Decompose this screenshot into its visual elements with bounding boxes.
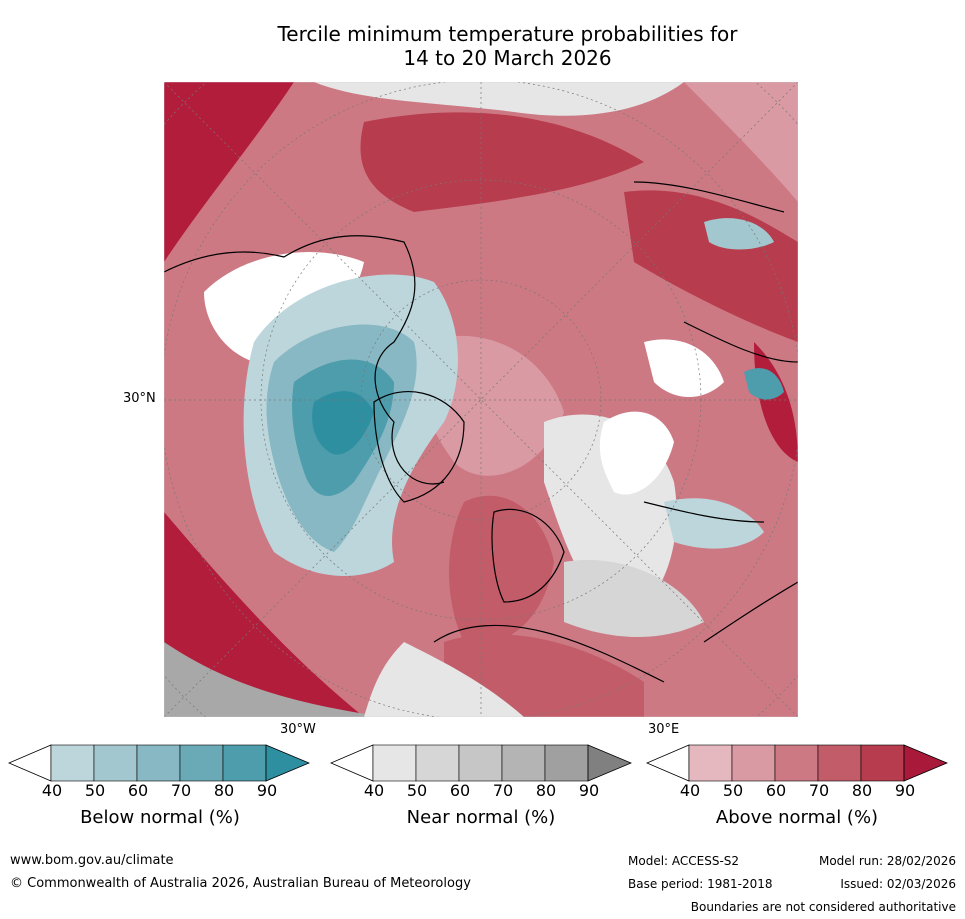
tercile-probability-map: [164, 82, 798, 717]
above-normal-colorbar: [646, 744, 948, 782]
below-colorbar-bin-2: [93, 744, 138, 782]
map-title-line1: Tercile minimum temperature probabilitie…: [277, 22, 738, 46]
footer-url[interactable]: www.bom.gov.au/climate: [10, 853, 174, 868]
above-tick-50: 50: [722, 781, 744, 800]
near-colorbar-bin-2: [415, 744, 460, 782]
footer-copyright: © Commonwealth of Australia 2026, Austra…: [10, 876, 471, 891]
above-tick-70: 70: [808, 781, 830, 800]
above-colorbar-bin-4: [817, 744, 862, 782]
near-tick-40: 40: [363, 781, 385, 800]
near-colorbar-bin-1: [372, 744, 417, 782]
near-colorbar-bin-5: [544, 744, 589, 782]
above-tick-80: 80: [851, 781, 873, 800]
near-colorbar-bin-3: [458, 744, 503, 782]
near-normal-label: Near normal (%): [406, 807, 556, 828]
below-tick-80: 80: [213, 781, 235, 800]
near-colorbar-bin-4: [501, 744, 546, 782]
map-title-line2: 14 to 20 March 2026: [403, 46, 612, 70]
below-normal-label: Below normal (%): [80, 807, 240, 828]
lat-label-30n: 30°N: [123, 391, 156, 406]
below-colorbar-bin-1: [50, 744, 95, 782]
above-colorbar-bin-5: [860, 744, 905, 782]
below-normal-colorbar: [8, 744, 310, 782]
below-colorbar-low-extension: [8, 744, 52, 782]
lon-label-30w: 30°W: [280, 722, 316, 737]
lon-label-30e: 30°E: [648, 722, 680, 737]
footer-base-period: Base period: 1981-2018: [628, 877, 773, 891]
near-tick-70: 70: [492, 781, 514, 800]
footer-model: Model: ACCESS-S2: [628, 854, 740, 868]
above-colorbar-bin-3: [774, 744, 819, 782]
above-colorbar-bin-2: [731, 744, 776, 782]
above-normal-label: Above normal (%): [715, 807, 879, 828]
near-normal-colorbar: [330, 744, 632, 782]
below-colorbar-bin-3: [136, 744, 181, 782]
footer-model-run: Model run: 28/02/2026: [818, 854, 956, 868]
above-tick-90: 90: [894, 781, 916, 800]
above-tick-60: 60: [765, 781, 787, 800]
below-tick-50: 50: [84, 781, 106, 800]
above-tick-40: 40: [679, 781, 701, 800]
below-tick-70: 70: [170, 781, 192, 800]
below-colorbar-high-extension: [265, 744, 310, 782]
above-colorbar-low-extension: [646, 744, 690, 782]
near-tick-90: 90: [578, 781, 600, 800]
footer-issued: Issued: 02/03/2026: [840, 877, 956, 891]
near-tick-60: 60: [449, 781, 471, 800]
near-colorbar-high-extension: [587, 744, 632, 782]
near-colorbar-low-extension: [330, 744, 374, 782]
above-colorbar-bin-1: [688, 744, 733, 782]
footer-disclaimer: Boundaries are not considered authoritat…: [690, 900, 956, 914]
near-tick-80: 80: [535, 781, 557, 800]
above-colorbar-high-extension: [903, 744, 948, 782]
below-tick-60: 60: [127, 781, 149, 800]
below-tick-90: 90: [256, 781, 278, 800]
below-colorbar-bin-4: [179, 744, 224, 782]
below-tick-40: 40: [41, 781, 63, 800]
below-colorbar-bin-5: [222, 744, 267, 782]
near-tick-50: 50: [406, 781, 428, 800]
